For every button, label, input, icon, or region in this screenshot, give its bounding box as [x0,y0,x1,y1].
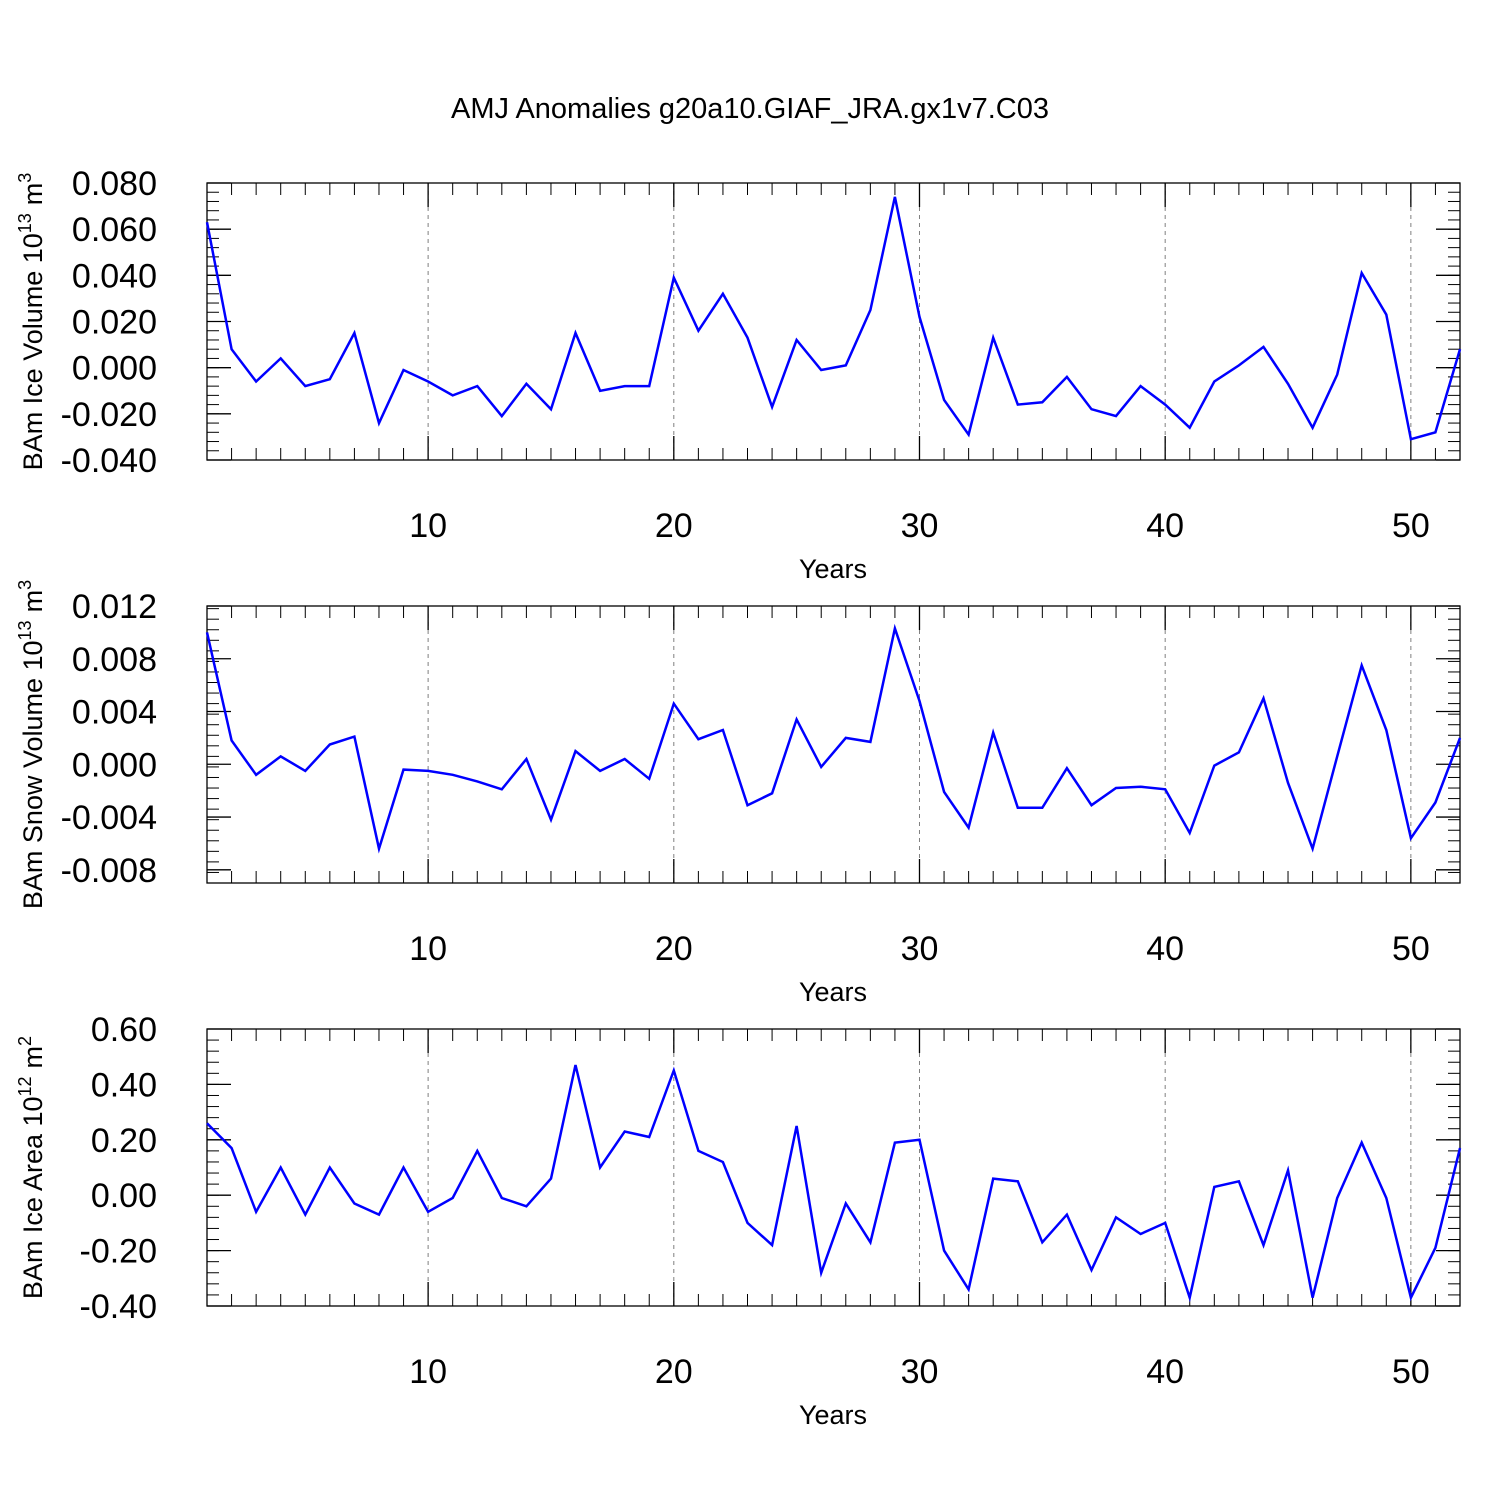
y-tick-label: 0.60 [91,1011,157,1049]
y-tick-label: 0.008 [72,641,157,679]
y-tick-label: -0.020 [61,396,157,434]
y-axis-label-text: BAm Ice Volume 10 [18,233,48,470]
x-axis-label: Years [799,554,867,584]
y-axis-label-unit: m [18,183,48,206]
y-tick-label: -0.040 [61,442,157,480]
plot-frame [207,1029,1460,1306]
y-axis-label-unit-exponent: 3 [15,580,35,590]
x-tick-label: 50 [1392,507,1430,545]
y-tick-label: 0.000 [72,350,157,388]
y-axis-label: BAm Snow Volume 1013 m3 [15,580,48,909]
series-line [207,628,1460,848]
x-tick-label: 20 [655,507,693,545]
y-tick-label: -0.40 [80,1288,158,1326]
x-tick-label: 50 [1392,1353,1430,1391]
x-tick-label: 50 [1392,930,1430,968]
y-tick-label: 0.080 [72,165,157,203]
y-axis-label-unit: m [18,1046,48,1069]
y-tick-label: -0.008 [61,852,157,890]
x-tick-label: 10 [409,930,447,968]
chart-panel-2: 10 20 30 40 50 -0.008 -0.004 0.000 0.004 0.008 0.0… [15,580,1460,1007]
y-axis-label-text: BAm Snow Volume 10 [18,640,48,909]
y-axis-label-exponent: 13 [15,620,35,640]
y-axis-label-unit-exponent: 3 [15,173,35,183]
x-axis-label: Years [799,977,867,1007]
y-tick-label: 0.000 [72,746,157,784]
y-tick-label: 0.012 [72,588,157,626]
plot-frame [207,183,1460,460]
y-axis-label-unit: m [18,590,48,613]
x-tick-label: 10 [409,1353,447,1391]
y-tick-label: 0.040 [72,257,157,295]
y-tick-label: 0.060 [72,211,157,249]
x-tick-label: 30 [901,1353,939,1391]
x-tick-label: 10 [409,507,447,545]
x-tick-label: 30 [901,930,939,968]
y-axis-label-exponent: 13 [15,213,35,233]
y-tick-label: 0.20 [91,1122,157,1160]
y-axis-label: BAm Ice Area 1012 m2 [15,1036,48,1299]
x-axis-label: Years [799,1400,867,1430]
x-tick-label: 40 [1146,1353,1184,1391]
y-tick-label: 0.020 [72,304,157,342]
x-tick-label: 30 [901,507,939,545]
y-axis-label-exponent: 12 [15,1076,35,1096]
x-tick-label: 20 [655,1353,693,1391]
chart-panel-1: 10 20 30 40 50 -0.040 -0.020 0.000 0.020 0.040 0.0… [15,165,1460,584]
y-tick-label: -0.004 [61,799,157,837]
y-tick-label: 0.004 [72,694,157,732]
series-line [207,1065,1460,1298]
y-axis-label-unit-exponent: 2 [15,1036,35,1046]
y-tick-label: 0.40 [91,1066,157,1104]
x-tick-label: 40 [1146,930,1184,968]
y-tick-label: -0.20 [80,1233,158,1271]
series-line [207,197,1460,439]
x-tick-label: 40 [1146,507,1184,545]
chart-panel-3: 10 20 30 40 50 -0.40 -0.20 0.00 0.20 0.40 0.60 Year… [15,1011,1460,1430]
y-axis-label-text: BAm Ice Area 10 [18,1096,48,1299]
plot-frame [207,606,1460,883]
figure-title: AMJ Anomalies g20a10.GIAF_JRA.gx1v7.C03 [451,93,1049,125]
y-tick-label: 0.00 [91,1177,157,1215]
x-tick-label: 20 [655,930,693,968]
y-axis-label: BAm Ice Volume 1013 m3 [15,173,48,471]
